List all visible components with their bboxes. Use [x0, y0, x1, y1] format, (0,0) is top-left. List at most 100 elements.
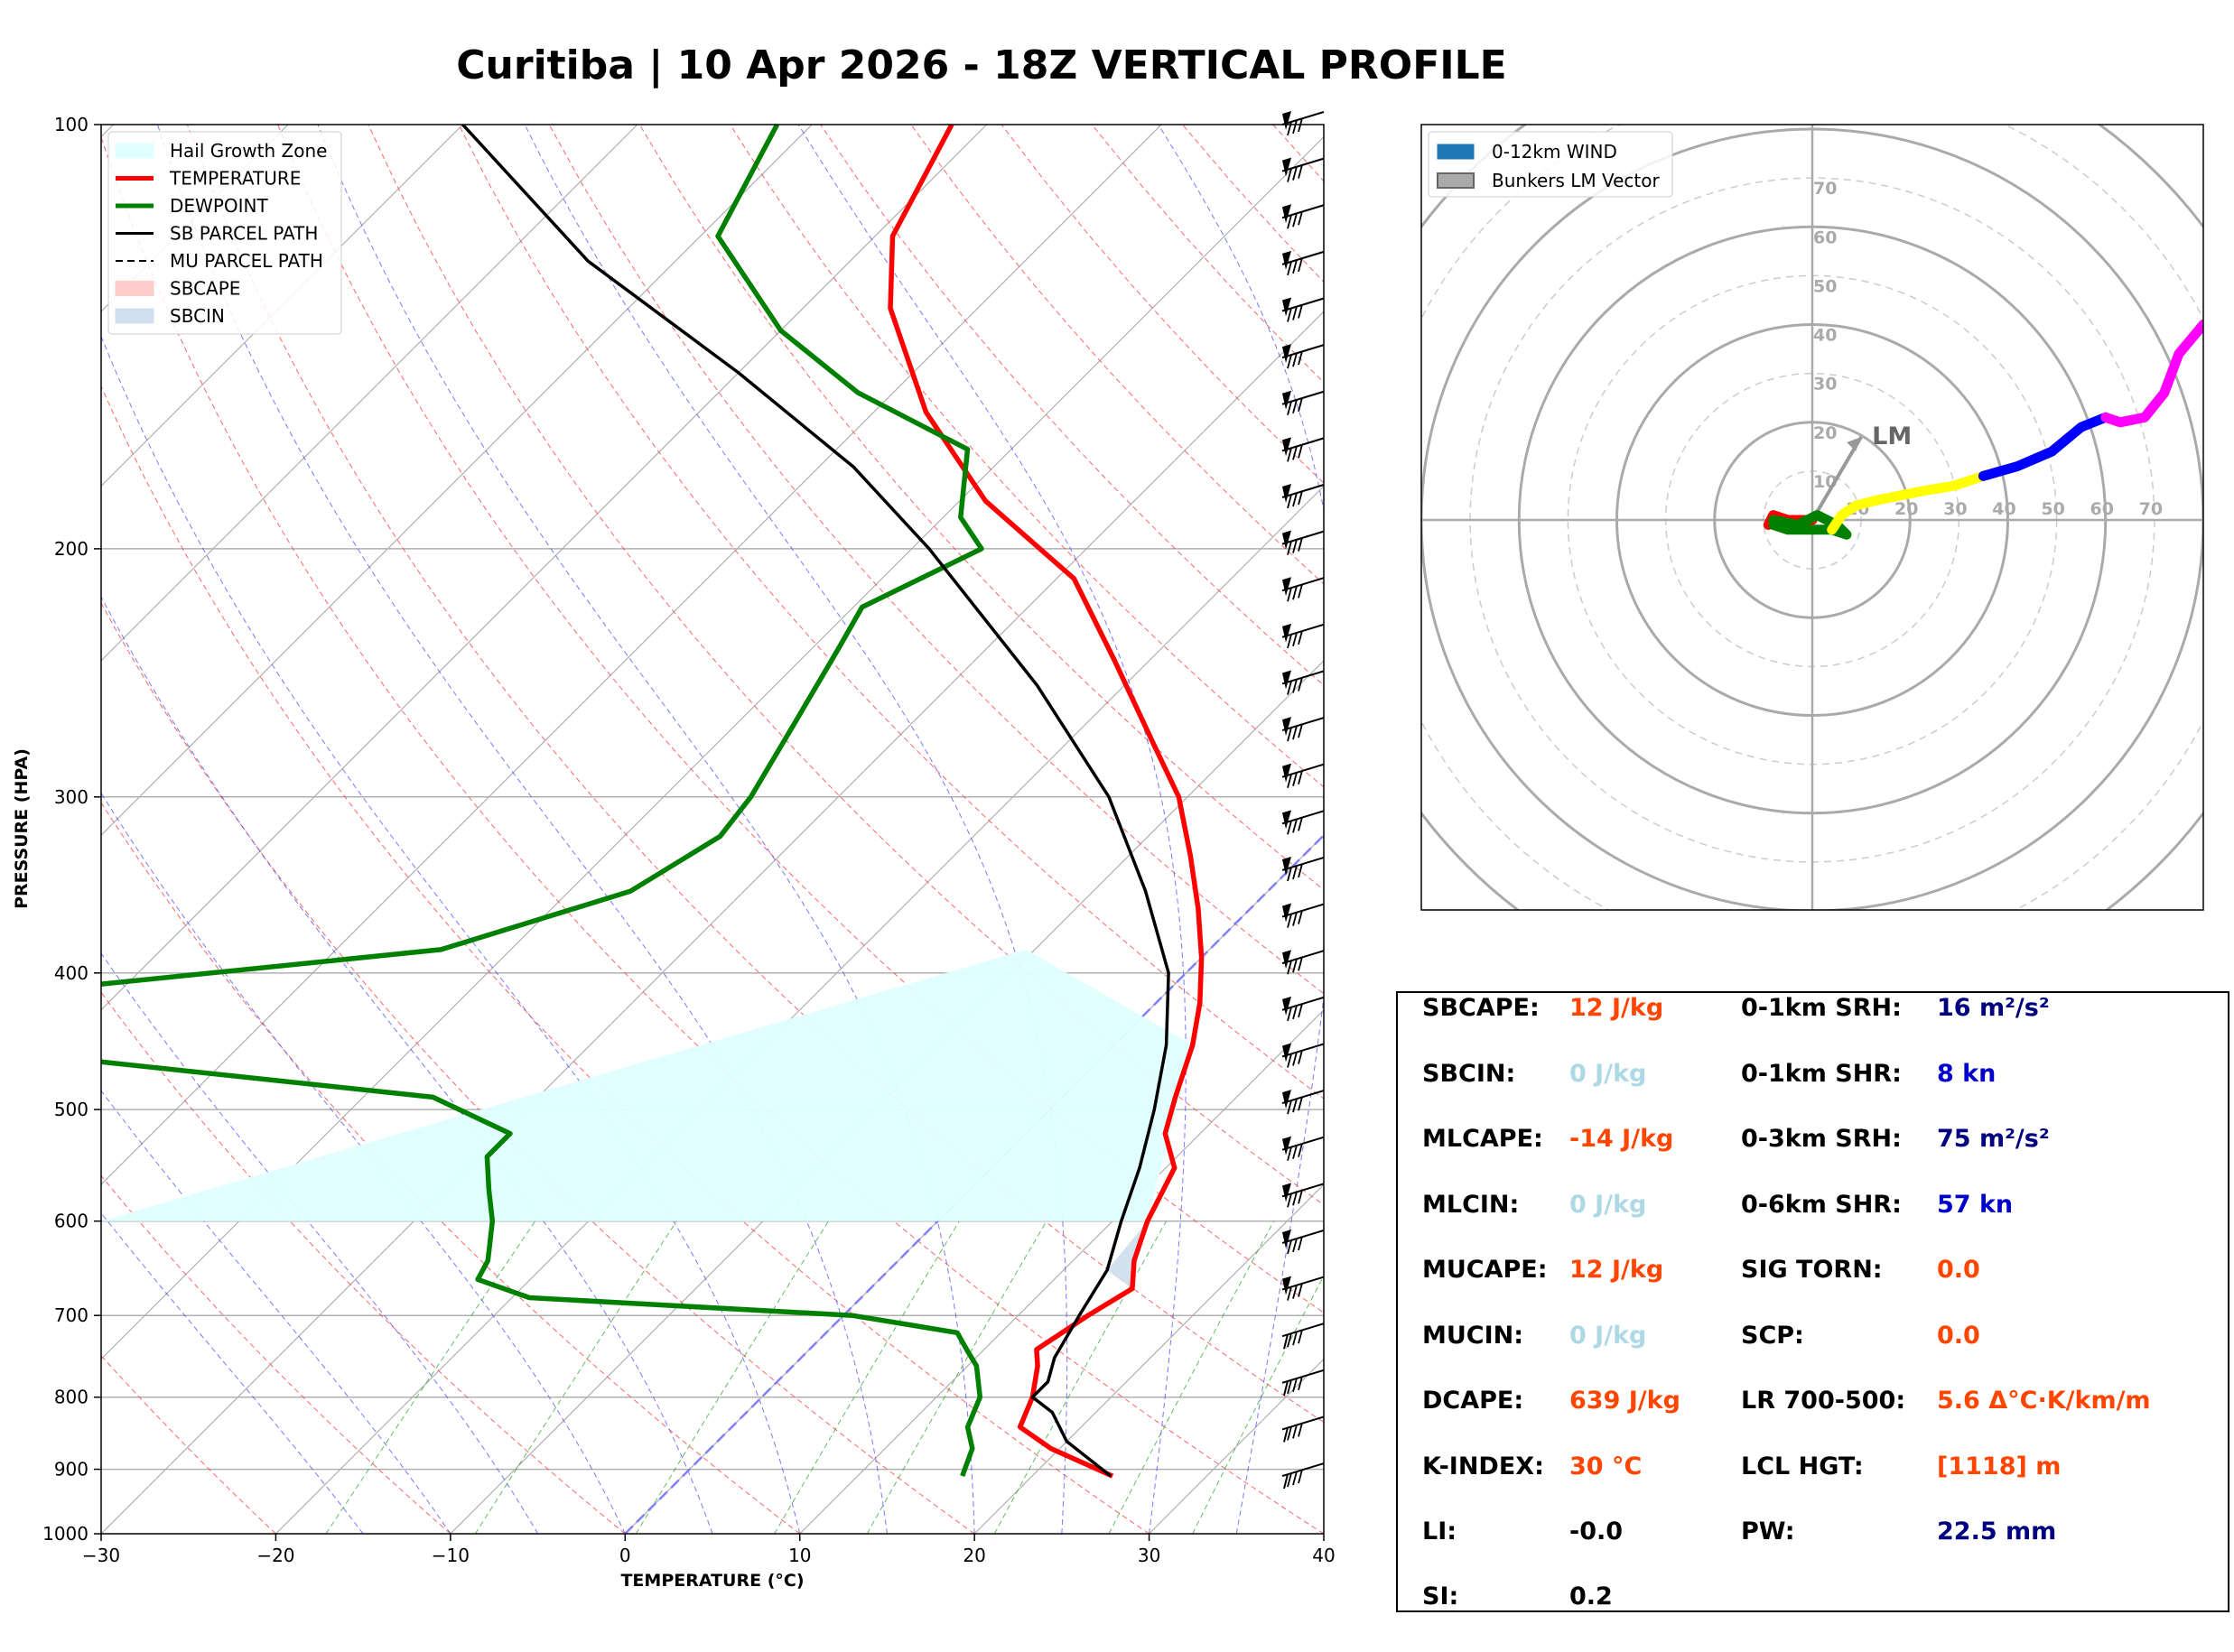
dry-adiabat: [101, 385, 1150, 1534]
sbcin-area: [1107, 1220, 1148, 1289]
index-value: 0.0: [1937, 1256, 1980, 1284]
dry-adiabat: [101, 1174, 451, 1534]
mixing-ratio-line: [1192, 1275, 1324, 1534]
skewt-legend: Hail Growth Zone TEMPERATURE DEWPOINT SB PA…: [107, 131, 342, 335]
index-label: SBCAPE:: [1422, 994, 1540, 1022]
legend-swatch: [115, 308, 154, 324]
hail-growth-zone: [101, 949, 1193, 1221]
legend-swatch: [1437, 144, 1475, 160]
dry-adiabat: [101, 991, 626, 1534]
y-tick-label: 900: [54, 1459, 88, 1480]
wind-barb: [1281, 1415, 1325, 1443]
legend-label: 0-12km WIND: [1492, 141, 1617, 162]
legend-label: MU PARCEL PATH: [170, 250, 323, 272]
wind-barb: [1281, 670, 1325, 695]
mixing-ratio-line: [1108, 1220, 1275, 1534]
index-label: LI:: [1422, 1517, 1457, 1545]
ring-label: 20: [1813, 423, 1837, 443]
wind-barb: [1281, 437, 1325, 462]
isotherm: [101, 125, 813, 837]
wind-barb: [1281, 297, 1325, 322]
dry-adiabat: [101, 802, 801, 1534]
dry-adiabat: [368, 125, 1324, 1206]
moist-adiabat: [101, 596, 713, 1534]
mixing-ratio-line: [774, 1220, 960, 1534]
ring-label: 20: [1894, 499, 1918, 519]
y-tick-label: 1000: [42, 1523, 88, 1545]
wind-barb: [1281, 1462, 1325, 1490]
ring-label: 50: [2041, 499, 2064, 519]
index-label: DCAPE:: [1422, 1387, 1523, 1415]
x-tick-label: −20: [256, 1545, 294, 1566]
y-tick-label: 200: [54, 538, 88, 560]
index-label: 0-3km SRH:: [1741, 1125, 1902, 1153]
index-label: SI:: [1422, 1582, 1458, 1610]
wind-barb: [1281, 717, 1325, 742]
wind-barb: [1281, 996, 1325, 1022]
isotherm: [101, 125, 289, 312]
skewt-series: [101, 125, 1205, 1479]
legend-swatch: [115, 281, 154, 296]
wind-barbs: [1281, 111, 1325, 1490]
dry-adiabat: [186, 125, 1324, 1424]
moist-adiabat: [797, 125, 1187, 1534]
isotherm: [101, 135, 1324, 1360]
legend-swatch: [115, 143, 154, 159]
index-label: SCP:: [1741, 1322, 1804, 1350]
wind-barb: [1281, 530, 1325, 555]
wind-barb: [1281, 577, 1325, 602]
mixing-ratio-line: [474, 1220, 677, 1534]
wind-barb: [1281, 1136, 1325, 1161]
hodograph-frame: [1420, 124, 2204, 911]
y-tick-label: 500: [54, 1099, 88, 1120]
x-axis-label: TEMPERATURE (°C): [620, 1571, 804, 1591]
index-label: SIG TORN:: [1741, 1256, 1883, 1284]
wind-barb: [1281, 856, 1325, 882]
isotherm: [101, 311, 1324, 1534]
isotherm: [101, 125, 988, 1011]
wind-barb: [1281, 810, 1325, 835]
skewt-ticks: −30 −20 −10 0 10 20 30 40 1000 900 800 700 600 500 400…: [42, 114, 1336, 1566]
hodograph-legend: 0-12km WIND Bunkers LM Vector: [1428, 131, 1673, 198]
isotherm: [973, 1183, 1324, 1534]
index-value: 75 m²/s²: [1937, 1125, 2050, 1153]
index-value: 0.0: [1937, 1322, 1980, 1350]
wind-barb: [1281, 483, 1325, 509]
wind-barb: [1281, 1276, 1325, 1301]
index-label: SBCIN:: [1422, 1060, 1515, 1088]
legend-label: SB PARCEL PATH: [170, 223, 318, 245]
wind-barb: [1281, 1323, 1325, 1350]
index-value: 8 kn: [1937, 1060, 1996, 1088]
y-axis-label: PRESSURE (HPA): [12, 748, 32, 909]
mixing-ratio-line: [325, 1220, 536, 1534]
mixing-ratio-line: [635, 1220, 829, 1534]
index-value: 0 J/kg: [1569, 1322, 1646, 1350]
lm-arrowhead: [1847, 436, 1862, 451]
wind-barb: [1281, 111, 1325, 136]
index-label: PW:: [1741, 1517, 1795, 1545]
x-tick-label: 20: [963, 1545, 985, 1566]
wind-barb: [1281, 204, 1325, 229]
legend-label: DEWPOINT: [170, 195, 268, 217]
y-tick-label: 300: [54, 786, 88, 808]
ring-label: 50: [1813, 276, 1837, 296]
moist-adiabat: [317, 125, 975, 1534]
wind-barb: [1281, 1369, 1325, 1397]
x-tick-label: 10: [788, 1545, 811, 1566]
moist-adiabat: [101, 335, 801, 1534]
index-value: [1118] m: [1937, 1452, 2061, 1480]
indices-table: SBCAPE: 12 J/kg SBCIN: 0 J/kg MLCAPE: -14 J/k…: [1422, 994, 2151, 1610]
index-label: 0-1km SRH:: [1741, 994, 1902, 1022]
index-value: 22.5 mm: [1937, 1517, 2056, 1545]
index-value: 12 J/kg: [1569, 994, 1663, 1022]
hodo-legend-box: [1428, 131, 1673, 198]
index-value: -0.0: [1569, 1517, 1623, 1545]
wind-barb: [1281, 623, 1325, 649]
index-value: 30 °C: [1569, 1452, 1642, 1480]
ring-label: 30: [1943, 499, 1967, 519]
sb-parcel-path: [461, 125, 1170, 1478]
wind-barb: [1281, 250, 1325, 276]
index-label: LR 700-500:: [1741, 1387, 1905, 1415]
lm-vector: [1810, 435, 1863, 522]
